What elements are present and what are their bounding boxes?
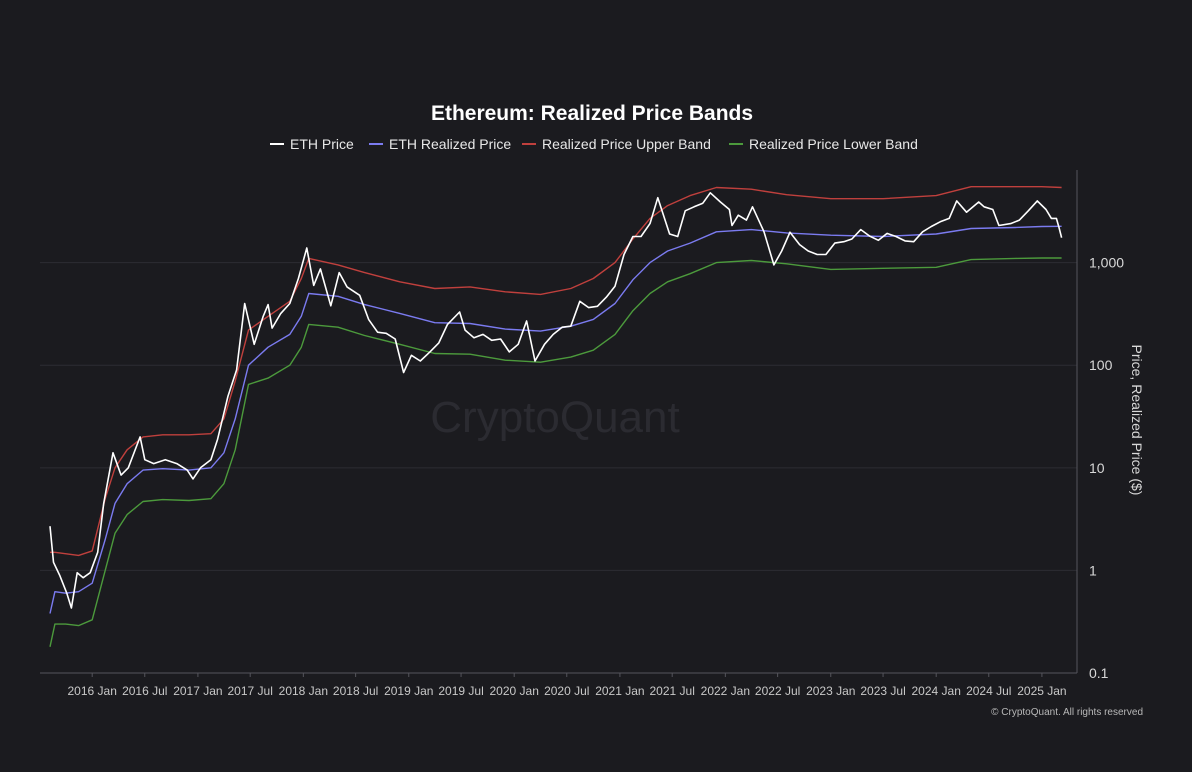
x-tick-label: 2021 Jan xyxy=(595,684,644,698)
series-layer xyxy=(49,186,1063,647)
legend-label: ETH Price xyxy=(290,136,354,152)
y-tick-label: 100 xyxy=(1089,357,1113,373)
x-tick-label: 2024 Jul xyxy=(966,684,1011,698)
x-tick-label: 2022 Jan xyxy=(701,684,750,698)
x-tick-label: 2018 Jan xyxy=(279,684,328,698)
legend-label: Realized Price Upper Band xyxy=(542,136,711,152)
chart-title: Ethereum: Realized Price Bands xyxy=(431,102,753,125)
copyright-notice: © CryptoQuant. All rights reserved xyxy=(991,707,1143,718)
x-tick-label: 2017 Jul xyxy=(228,684,273,698)
legend-label: ETH Realized Price xyxy=(389,136,511,152)
y-tick-label: 10 xyxy=(1089,460,1105,476)
y-tick-label: 1 xyxy=(1089,562,1097,578)
y-tick-label: 0.1 xyxy=(1089,665,1109,681)
x-tick-label: 2022 Jul xyxy=(755,684,800,698)
x-tick-label: 2023 Jul xyxy=(860,684,905,698)
watermark: CryptoQuant xyxy=(430,393,679,442)
x-tick-label: 2017 Jan xyxy=(173,684,222,698)
series-line-realized-price-lower-band xyxy=(49,257,1062,647)
x-tick-label: 2016 Jan xyxy=(67,684,116,698)
x-tick-label: 2016 Jul xyxy=(122,684,167,698)
legend-label: Realized Price Lower Band xyxy=(749,136,918,152)
x-axis-ticks: 2016 Jan 2016 Jul 2017 Jan 2017 Jul 2018 Jan… xyxy=(67,673,1067,698)
series-line-eth-realized-price xyxy=(49,225,1062,614)
x-tick-label: 2019 Jul xyxy=(438,684,483,698)
series-line-eth-price xyxy=(49,192,1063,609)
x-tick-label: 2020 Jul xyxy=(544,684,589,698)
x-tick-label: 2025 Jan xyxy=(1017,684,1066,698)
x-tick-label: 2021 Jul xyxy=(650,684,695,698)
grid xyxy=(40,262,1077,571)
legend: ETH Price ETH Realized Price Realized Pric… xyxy=(270,136,918,152)
x-tick-label: 2018 Jul xyxy=(333,684,378,698)
x-tick-label: 2019 Jan xyxy=(384,684,433,698)
y-axis-label: Price, Realized Price ($) xyxy=(1129,345,1145,496)
x-tick-label: 2024 Jan xyxy=(912,684,961,698)
x-tick-label: 2020 Jan xyxy=(489,684,538,698)
y-tick-label: 1,000 xyxy=(1089,255,1124,271)
y-axis-ticks: 0.1 1 10 100 1,000 xyxy=(1089,255,1124,681)
x-tick-label: 2023 Jan xyxy=(806,684,855,698)
